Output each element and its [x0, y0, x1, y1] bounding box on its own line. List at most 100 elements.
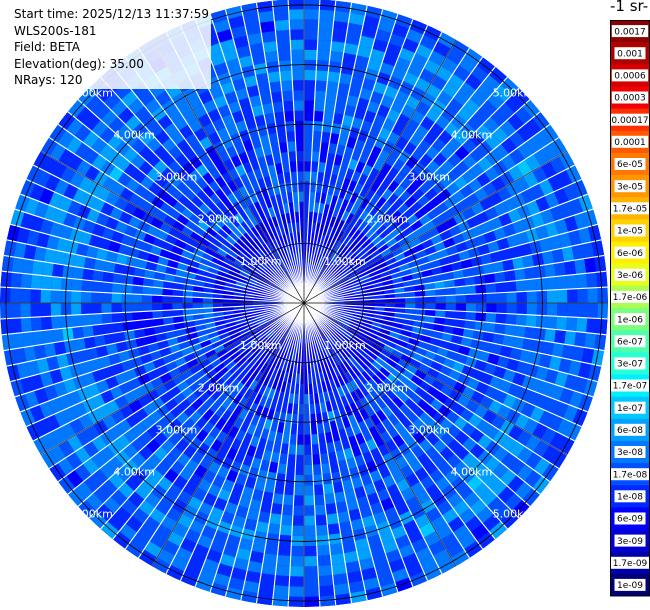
ppi-cell [376, 335, 388, 345]
ppi-cell [13, 347, 27, 365]
ppi-cell [90, 137, 108, 155]
ppi-cell [529, 406, 545, 423]
ppi-cell [266, 284, 277, 291]
ppi-cell [333, 217, 342, 229]
ppi-cell [353, 107, 367, 120]
ppi-cell [421, 238, 434, 250]
ppi-cell [99, 126, 116, 144]
ppi-cell [502, 393, 517, 409]
ppi-cell [327, 142, 338, 155]
ppi-cell [192, 297, 203, 303]
ppi-cell [202, 184, 215, 198]
ppi-cell [282, 494, 294, 506]
ppi-cell [105, 375, 119, 390]
ppi-cell [26, 164, 43, 184]
ppi-cell [232, 188, 244, 202]
ppi-cell [458, 344, 471, 357]
ppi-cell [242, 232, 253, 243]
ppi-cell [526, 390, 541, 407]
ppi-cell [268, 461, 279, 474]
ppi-cell [442, 271, 455, 281]
ppi-cell [504, 324, 516, 337]
ppi-cell [250, 368, 260, 380]
ppi-cell [465, 293, 477, 303]
ppi-cell [549, 156, 566, 175]
range-label: 2.00km [366, 381, 408, 394]
ppi-cell [172, 315, 184, 324]
ppi-cell [377, 572, 395, 587]
ppi-cell [227, 347, 239, 357]
ppi-cell [73, 254, 86, 269]
ppi-cell [329, 132, 340, 145]
ppi-cell [326, 152, 336, 165]
ppi-cell [345, 358, 356, 369]
ppi-cell [354, 55, 370, 69]
ppi-cell [35, 169, 52, 188]
ppi-cell [376, 104, 391, 118]
ppi-cell [322, 349, 329, 360]
ppi-cell [281, 433, 291, 445]
ppi-cell [288, 351, 294, 363]
ppi-cell [380, 393, 393, 406]
ppi-cell [213, 232, 226, 244]
ppi-cell [20, 179, 36, 198]
ray-gap [303, 123, 551, 304]
ppi-cell [368, 364, 380, 375]
ppi-cell [343, 332, 354, 342]
ppi-cell [242, 12, 260, 26]
ppi-cell [260, 323, 271, 331]
ppi-cell [332, 206, 341, 218]
ppi-cell [435, 288, 446, 297]
ppi-cell [282, 280, 291, 289]
ppi-cell [364, 354, 375, 365]
ppi-cell [395, 303, 406, 309]
ppi-cell [316, 265, 323, 276]
ppi-cell [479, 220, 494, 234]
ppi-cell [522, 487, 541, 507]
ppi-cell [168, 227, 182, 239]
ppi-cell [267, 523, 281, 535]
ppi-cell [265, 253, 275, 264]
ppi-cell [236, 277, 248, 285]
ppi-cell [261, 273, 272, 281]
ppi-cell [397, 202, 410, 215]
ppi-cell [238, 55, 254, 69]
ray-gap [303, 136, 560, 304]
ppi-cell [293, 485, 304, 496]
ppi-cell [255, 72, 270, 85]
ppi-cell [568, 197, 584, 216]
ray-gap [112, 302, 305, 540]
ppi-cell [391, 567, 410, 583]
ppi-cell [239, 420, 251, 433]
ppi-cell [322, 338, 330, 349]
ppi-cell [178, 194, 192, 208]
ppi-cell [157, 548, 176, 565]
ppi-cell [386, 400, 399, 414]
ppi-cell [351, 229, 362, 240]
ppi-cell [109, 385, 124, 400]
ppi-cell [345, 136, 358, 149]
ppi-cell [67, 99, 86, 119]
ppi-cell [266, 122, 278, 135]
ppi-cell [332, 228, 341, 240]
ppi-cell [533, 457, 551, 476]
ppi-cell [378, 332, 390, 341]
ppi-cell [475, 312, 487, 323]
ppi-cell [207, 353, 220, 364]
ppi-cell [350, 75, 365, 88]
ppi-cell [423, 25, 443, 42]
ppi-cell [131, 293, 143, 303]
ppi-cell [331, 331, 340, 341]
colorbar-label: 1e-08 [617, 493, 643, 503]
ppi-cell [454, 277, 466, 288]
ppi-cell [400, 353, 413, 364]
ppi-cell [290, 49, 304, 61]
ppi-cell [374, 171, 387, 185]
colorbar-title: -1 sr- [608, 0, 650, 15]
ppi-cell [525, 314, 537, 328]
ppi-cell [470, 65, 489, 83]
ppi-cell [235, 281, 247, 288]
ppi-cell [322, 370, 330, 382]
ppi-cell [304, 495, 315, 506]
